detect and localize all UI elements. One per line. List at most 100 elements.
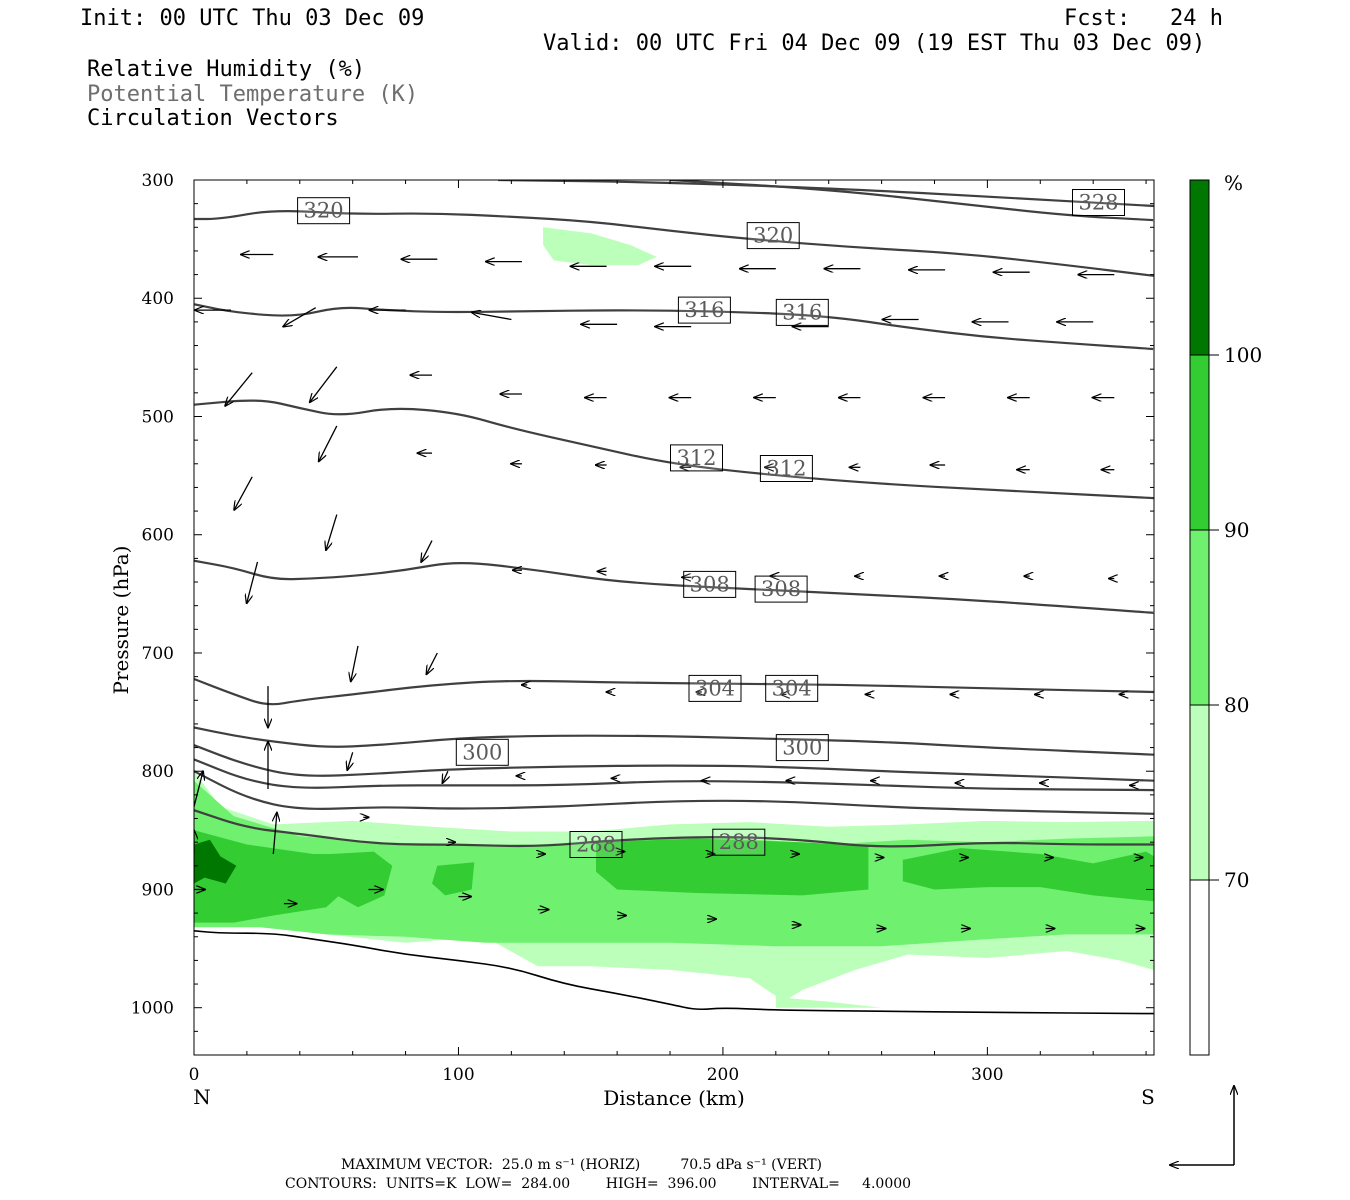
rh-region-70-1 bbox=[543, 227, 657, 266]
x-tick-label: 300 bbox=[971, 1065, 1003, 1085]
contour-label-2: 328 bbox=[1072, 189, 1125, 216]
rh-region-90-5 bbox=[432, 862, 475, 896]
forecast-hour: Fcst: 24 h bbox=[1064, 6, 1223, 31]
contour-label-0: 320 bbox=[297, 197, 351, 225]
contour-label-6: 312 bbox=[759, 455, 813, 482]
vector-43 bbox=[247, 561, 259, 603]
vector-22 bbox=[310, 366, 338, 402]
y-axis-label: Pressure (hPa) bbox=[109, 546, 133, 695]
contour-label-text: 304 bbox=[772, 676, 812, 700]
contour-label-14: 288 bbox=[712, 828, 766, 856]
vector-21 bbox=[225, 372, 253, 406]
contour-label-layer: 320 320 328 316 316 312 312 308 308 304 304 300 300 2… bbox=[297, 189, 1125, 858]
contour-label-text: 304 bbox=[695, 676, 735, 700]
isentrope-324 bbox=[194, 210, 1154, 277]
contour-label-box bbox=[765, 674, 819, 702]
contour-label-box bbox=[677, 296, 731, 324]
vector-32 bbox=[234, 476, 253, 510]
vector-65 bbox=[194, 771, 203, 807]
legend-swatch-3 bbox=[1190, 705, 1209, 880]
contour-label-box bbox=[569, 831, 623, 858]
contour-info: CONTOURS: UNITS=K LOW= 284.00 HIGH= 396.… bbox=[285, 1176, 912, 1192]
isentrope-304 bbox=[194, 677, 1154, 706]
contour-label-12: 300 bbox=[775, 734, 829, 762]
vector-68 bbox=[443, 770, 448, 783]
contour-label-box bbox=[683, 570, 737, 598]
contour-label-box bbox=[297, 197, 351, 225]
y-tick-label: 300 bbox=[142, 171, 174, 191]
vector-45 bbox=[421, 540, 433, 562]
rh-fill-layer bbox=[194, 227, 1154, 1008]
legend-label: 70 bbox=[1224, 868, 1249, 892]
field-title-theta: Potential Temperature (K) bbox=[87, 82, 419, 107]
contour-label-box bbox=[775, 734, 829, 762]
isentrope-316 bbox=[194, 303, 1154, 351]
axes-layer: 300 400 500 600 700 800 900 1000 0 100 200 300 bbox=[131, 171, 1154, 1085]
y-tick-label: 1000 bbox=[131, 999, 174, 1019]
y-tick-label: 500 bbox=[142, 407, 174, 427]
isentrope-328 bbox=[498, 180, 1154, 208]
rh-region-90-6 bbox=[596, 838, 869, 896]
reference-vector-icon bbox=[1170, 1086, 1234, 1165]
plot-frame bbox=[193, 179, 1155, 1056]
y-tick-label: 900 bbox=[142, 880, 174, 900]
legend-swatch-1 bbox=[1190, 355, 1209, 530]
contour-label-text: 288 bbox=[576, 833, 616, 857]
isentrope-288 bbox=[194, 809, 1154, 848]
contour-label-text: 300 bbox=[782, 736, 822, 760]
legend-swatch-2 bbox=[1190, 530, 1209, 705]
contour-label-9: 304 bbox=[688, 674, 742, 702]
contour-label-box bbox=[746, 222, 800, 250]
contour-label-text: 316 bbox=[684, 298, 724, 322]
isentrope-296 bbox=[194, 744, 1154, 782]
vector-67 bbox=[347, 752, 352, 770]
max-vector-note: MAXIMUM VECTOR: 25.0 m s⁻¹ (HORIZ) 70.5 … bbox=[341, 1157, 823, 1173]
isentrope-layer bbox=[194, 180, 1154, 848]
contour-label-text: 312 bbox=[676, 446, 716, 470]
contour-label-box bbox=[754, 575, 808, 603]
vector-55 bbox=[351, 645, 359, 681]
contour-label-1: 320 bbox=[746, 222, 800, 250]
contour-label-4: 316 bbox=[775, 298, 829, 326]
init-time: Init: 00 UTC Thu 03 Dec 09 bbox=[80, 6, 425, 31]
south-label: S bbox=[1141, 1085, 1155, 1109]
contour-label-text: 288 bbox=[719, 830, 759, 854]
vector-12 bbox=[283, 307, 317, 327]
legend-swatch-4 bbox=[1190, 880, 1209, 1055]
valid-time: Valid: 00 UTC Fri 04 Dec 09 (19 EST Thu … bbox=[543, 31, 1206, 56]
contour-label-box bbox=[759, 455, 813, 482]
contour-label-text: 328 bbox=[1078, 191, 1118, 215]
x-tick-label: 100 bbox=[442, 1065, 474, 1085]
contour-label-text: 308 bbox=[690, 572, 730, 596]
contour-label-3: 316 bbox=[677, 296, 731, 324]
legend-swatch-0 bbox=[1190, 180, 1209, 355]
legend-label: 90 bbox=[1224, 518, 1249, 542]
contour-label-text: 316 bbox=[782, 300, 822, 324]
y-tick-label: 700 bbox=[142, 644, 174, 664]
contour-label-box bbox=[1072, 189, 1125, 216]
x-axis-label: Distance (km) bbox=[603, 1086, 745, 1110]
x-tick-label: 0 bbox=[189, 1065, 200, 1085]
contour-label-text: 300 bbox=[462, 740, 502, 764]
vector-44 bbox=[326, 514, 338, 550]
north-label: N bbox=[193, 1085, 211, 1109]
isentrope-308 bbox=[194, 559, 1154, 614]
contour-label-box bbox=[670, 444, 723, 472]
contour-label-8: 308 bbox=[754, 575, 808, 603]
rh-region-100-8 bbox=[194, 839, 237, 884]
contour-label-text: 312 bbox=[766, 457, 806, 481]
contour-label-text: 320 bbox=[304, 199, 344, 223]
contour-label-box bbox=[712, 828, 766, 856]
x-tick-label: 200 bbox=[707, 1065, 739, 1085]
contour-label-box bbox=[455, 738, 509, 766]
isentrope-320 bbox=[669, 180, 1154, 222]
y-tick-label: 800 bbox=[142, 762, 174, 782]
terrain-line bbox=[194, 930, 1154, 1015]
isentrope-290 bbox=[194, 770, 1154, 815]
isentrope-312 bbox=[194, 399, 1154, 500]
legend-label: 80 bbox=[1224, 693, 1249, 717]
contour-label-5: 312 bbox=[670, 444, 723, 472]
y-tick-label: 400 bbox=[142, 289, 174, 309]
contour-label-7: 308 bbox=[683, 570, 737, 598]
